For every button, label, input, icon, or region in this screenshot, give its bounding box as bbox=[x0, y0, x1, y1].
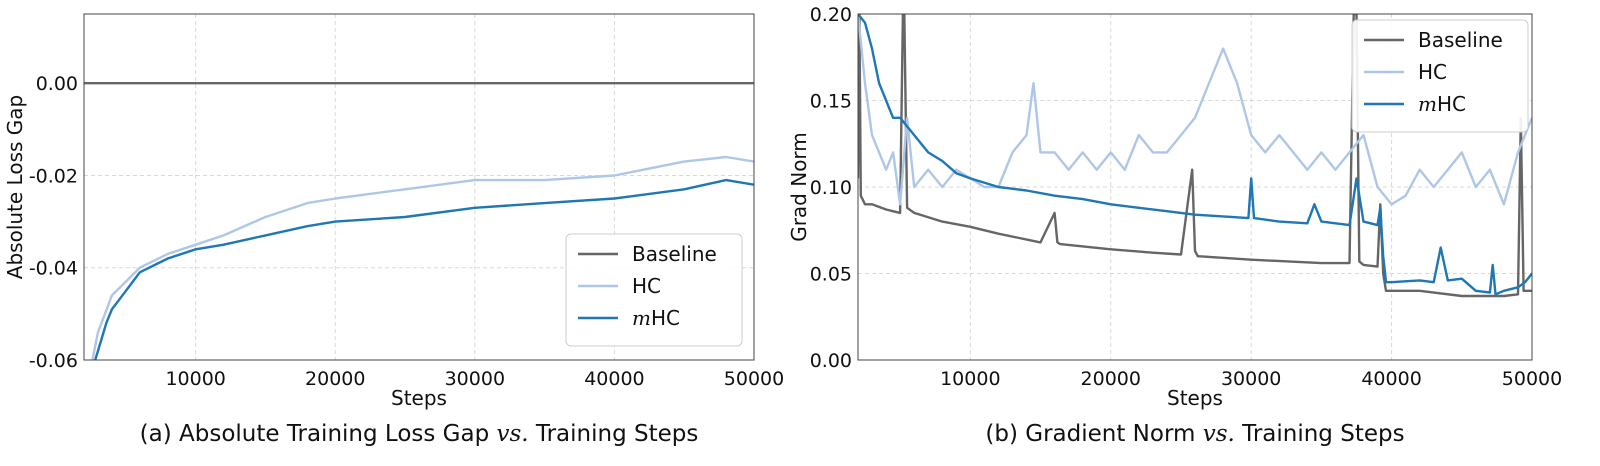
y-tick-label: 0.00 bbox=[36, 73, 78, 95]
y-tick-label: -0.02 bbox=[29, 165, 78, 187]
series-group bbox=[858, 14, 1532, 298]
x-axis-label: Steps bbox=[1167, 386, 1223, 410]
x-tick-label: 10000 bbox=[940, 368, 1000, 390]
y-tick-label: 0.10 bbox=[810, 177, 852, 199]
legend-label: Baseline bbox=[632, 242, 717, 266]
legend: Baseline HC mHC bbox=[565, 233, 743, 347]
legend-label: mHC bbox=[1418, 92, 1466, 116]
chart-caption: (b) Gradient Norm vs. Training Steps bbox=[985, 421, 1404, 447]
series-line-hc bbox=[858, 14, 1532, 206]
plot-frame bbox=[83, 13, 755, 361]
y-axis-label: Grad Norm bbox=[787, 132, 811, 242]
x-tick-label: 30000 bbox=[1221, 368, 1281, 390]
series-line-baseline bbox=[858, 14, 1532, 298]
y-axis-label: Absolute Loss Gap bbox=[3, 95, 27, 279]
series-group bbox=[84, 81, 754, 360]
series-line-mhc bbox=[858, 14, 1532, 296]
x-tick-label: 10000 bbox=[165, 368, 225, 390]
series-line-hc bbox=[91, 155, 754, 360]
legend-label: HC bbox=[1418, 60, 1447, 84]
x-tick-label: 50000 bbox=[1502, 368, 1562, 390]
x-tick-label: 20000 bbox=[305, 368, 365, 390]
legend-label: mHC bbox=[632, 306, 680, 330]
x-axis-label: Steps bbox=[391, 386, 447, 410]
x-tick-label: 50000 bbox=[724, 368, 784, 390]
chart-a: 10000 20000 30000 40000 50000 0.00 -0.02 -0.04 -… bbox=[3, 13, 784, 447]
y-tick-label: 0.00 bbox=[810, 350, 852, 372]
legend-label: HC bbox=[632, 274, 661, 298]
x-tick-label: 40000 bbox=[584, 368, 644, 390]
series-line-mhc bbox=[94, 178, 754, 360]
y-tick-label: 0.20 bbox=[810, 4, 852, 26]
y-tick-label: -0.04 bbox=[29, 258, 78, 280]
y-tick-label: -0.06 bbox=[29, 350, 78, 372]
legend-label: Baseline bbox=[1418, 28, 1503, 52]
chart-caption: (a) Absolute Training Loss Gap vs. Train… bbox=[140, 421, 699, 447]
chart-b: 10000 20000 30000 40000 50000 0.00 0.05 0.10 0.1… bbox=[787, 4, 1562, 447]
x-tick-label: 30000 bbox=[445, 368, 505, 390]
y-tick-label: 0.05 bbox=[810, 264, 852, 286]
y-tick-label: 0.15 bbox=[810, 91, 852, 113]
legend: Baseline HC mHC bbox=[1351, 19, 1529, 133]
x-tick-label: 20000 bbox=[1081, 368, 1141, 390]
x-tick-label: 40000 bbox=[1361, 368, 1421, 390]
plot-frame bbox=[857, 13, 1533, 361]
